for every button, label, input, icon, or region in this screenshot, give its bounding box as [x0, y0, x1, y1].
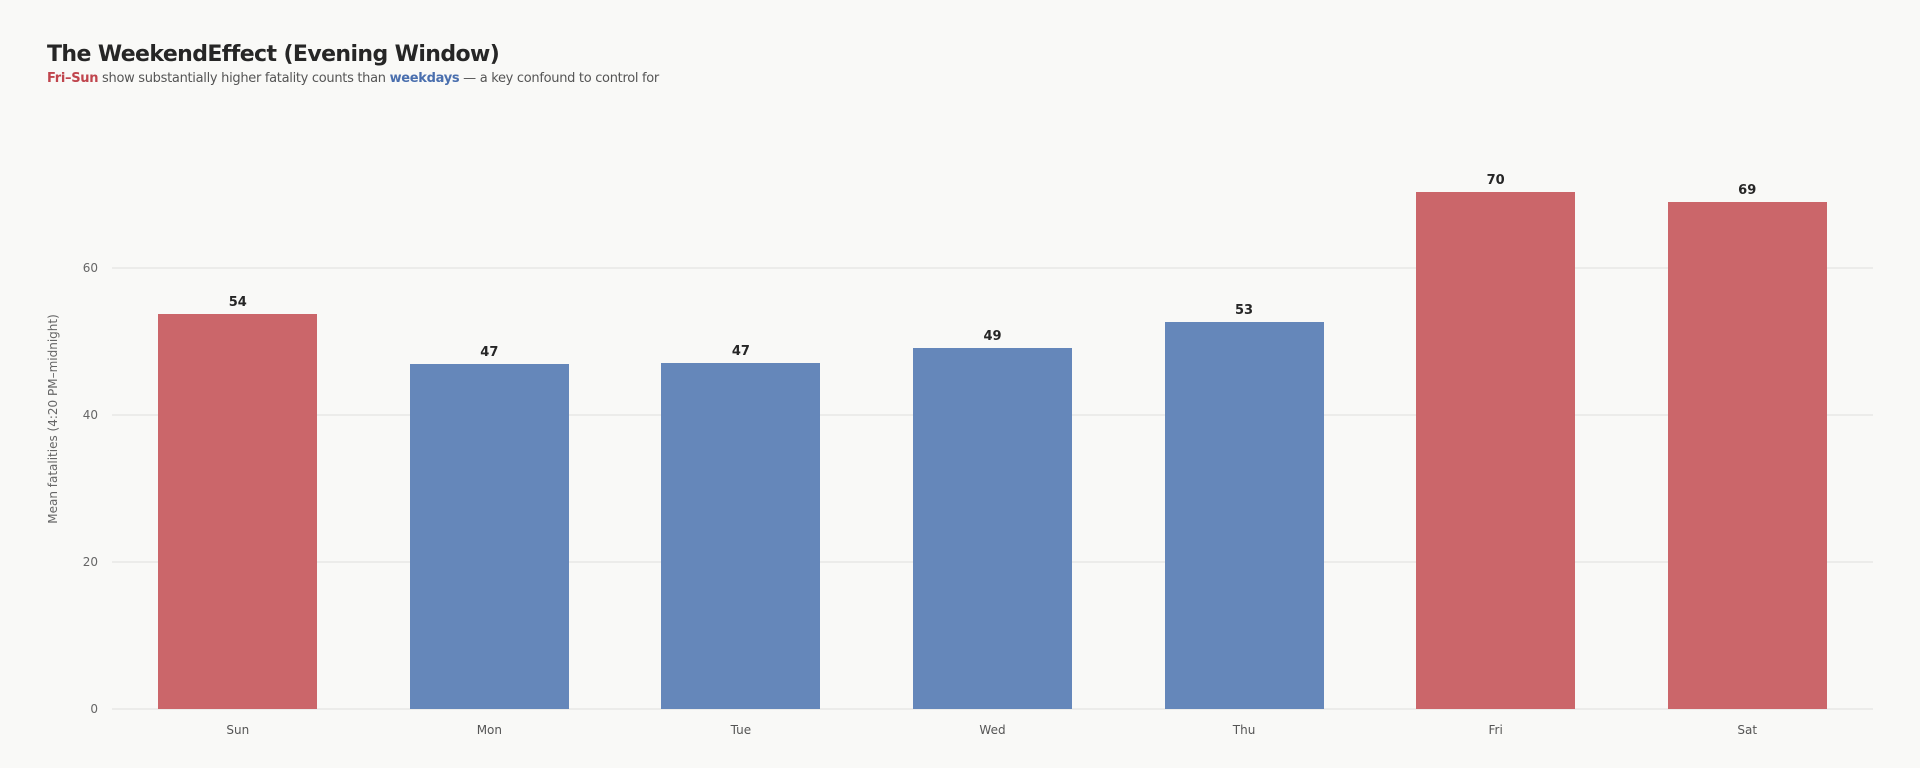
bar-value-label: 54 [228, 295, 247, 311]
x-tick-label: Wed [979, 723, 1006, 737]
subtitle-text-end: — a key confound to control for [459, 71, 659, 86]
bar-sat[interactable] [1667, 201, 1827, 709]
bar-value-label: 49 [983, 329, 1002, 345]
y-axis-label: Mean fatalities (4:20 PM–midnight) [46, 314, 60, 524]
gridline [112, 708, 1873, 710]
bar-mon[interactable] [409, 363, 569, 709]
subtitle-text: show substantially higher fatality count… [98, 71, 390, 86]
x-tick-label: Thu [1232, 723, 1256, 737]
bar-wed[interactable] [913, 348, 1072, 709]
x-tick-label: Sat [1737, 723, 1758, 737]
bar-value-label: 47 [480, 344, 499, 360]
bar-value-label: 70 [1486, 173, 1505, 189]
x-tick-label: Tue [730, 723, 752, 737]
plot-area: 0 20 40 60 54 Sun 47 Mon 47 Tue 49 Wed 53 Thu 70 Fri 69 S… [83, 150, 1873, 737]
x-tick-label: Mon [476, 723, 502, 737]
bar-value-label: 47 [731, 343, 750, 359]
gridline [112, 267, 1873, 269]
y-tick-label: 0 [90, 702, 98, 716]
chart-title: The WeekendEffect (Evening Window) [47, 42, 500, 67]
bar-fri[interactable] [1416, 192, 1576, 709]
y-tick-label: 20 [82, 555, 98, 569]
subtitle-weekday-highlight: weekdays [389, 71, 460, 86]
bar-tue[interactable] [661, 362, 821, 709]
bar-value-label: 69 [1738, 182, 1757, 198]
y-tick-label: 40 [82, 408, 98, 422]
subtitle-weekend-highlight: Fri–Sun [47, 71, 99, 86]
chart-subtitle: Fri–Sun show substantially higher fatali… [47, 71, 659, 86]
x-tick-label: Fri [1488, 723, 1503, 737]
bar-thu[interactable] [1164, 321, 1324, 709]
bar-value-label: 53 [1235, 302, 1254, 318]
y-tick-label: 60 [82, 261, 98, 275]
bar-sun[interactable] [158, 314, 318, 709]
x-tick-label: Sun [226, 723, 250, 737]
